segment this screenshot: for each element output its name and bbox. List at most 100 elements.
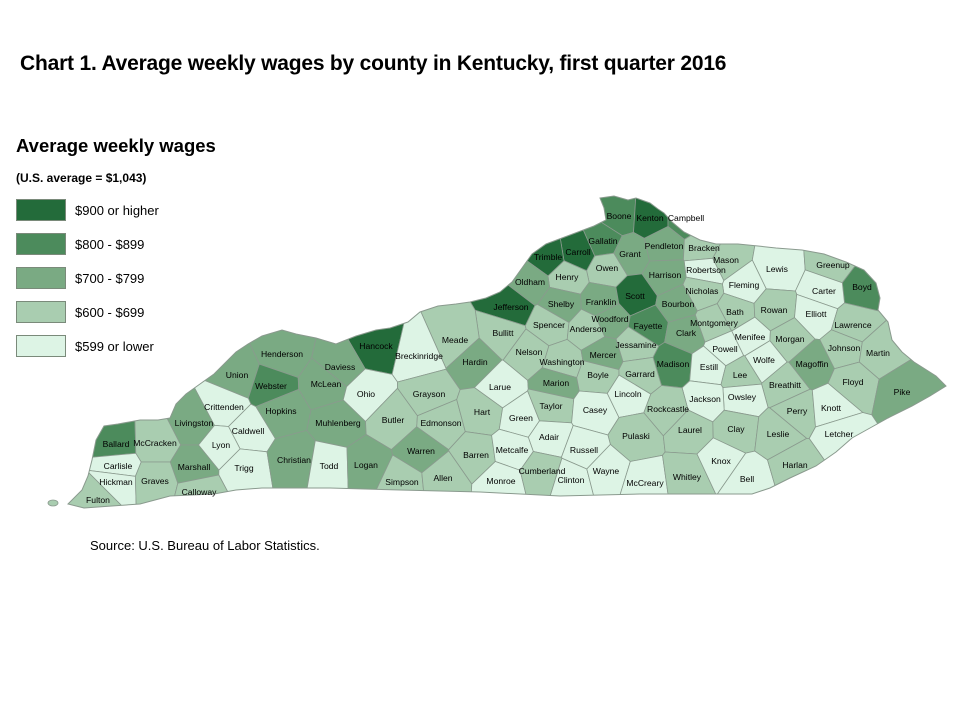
county-label-madison: Madison — [657, 359, 690, 369]
legend-swatch — [16, 335, 66, 357]
county-label-allen: Allen — [433, 473, 452, 483]
county-label-breckinridge: Breckinridge — [395, 351, 443, 361]
county-label-jackson: Jackson — [689, 394, 721, 404]
county-label-webster: Webster — [255, 381, 287, 391]
source-note: Source: U.S. Bureau of Labor Statistics. — [90, 538, 320, 553]
county-label-leslie: Leslie — [767, 429, 790, 439]
county-label-taylor: Taylor — [540, 401, 563, 411]
county-label-clinton: Clinton — [558, 475, 585, 485]
county-label-woodford: Woodford — [591, 314, 628, 324]
county-label-graves: Graves — [141, 476, 169, 486]
county-label-russell: Russell — [570, 445, 598, 455]
state-outline — [67, 195, 947, 509]
county-label-lewis: Lewis — [766, 264, 788, 274]
county-label-casey: Casey — [583, 405, 608, 415]
county-label-rockcastle: Rockcastle — [647, 404, 689, 414]
county-label-warren: Warren — [407, 446, 435, 456]
county-label-carroll: Carroll — [565, 247, 590, 257]
legend-label: $600 - $699 — [75, 304, 145, 320]
legend-item-800-899: $800 - $899 — [16, 227, 216, 261]
county-label-floyd: Floyd — [842, 377, 863, 387]
county-graves — [134, 461, 179, 508]
county-label-fulton: Fulton — [86, 495, 110, 505]
county-label-carter: Carter — [812, 286, 836, 296]
county-label-harrison: Harrison — [649, 270, 682, 280]
county-lewis — [751, 196, 806, 292]
county-label-caldwell: Caldwell — [232, 426, 265, 436]
county-label-jefferson: Jefferson — [493, 302, 528, 312]
county-label-butler: Butler — [382, 415, 405, 425]
county-label-robertson: Robertson — [686, 265, 726, 275]
county-label-ballard: Ballard — [103, 439, 130, 449]
county-label-martin: Martin — [866, 348, 890, 358]
county-label-letcher: Letcher — [825, 429, 854, 439]
county-label-powell: Powell — [712, 344, 737, 354]
county-label-carlisle: Carlisle — [104, 461, 133, 471]
county-label-larue: Larue — [489, 382, 511, 392]
county-label-mccracken: McCracken — [133, 438, 177, 448]
legend-swatch — [16, 301, 66, 323]
county-label-elliott: Elliott — [805, 309, 827, 319]
county-label-jessamine: Jessamine — [615, 340, 656, 350]
legend-label: $599 or lower — [75, 338, 154, 354]
county-label-hart: Hart — [474, 407, 491, 417]
county-label-calloway: Calloway — [182, 487, 218, 497]
legend-item-599-or-lower: $599 or lower — [16, 329, 216, 363]
county-label-simpson: Simpson — [385, 477, 419, 487]
county-label-morgan: Morgan — [775, 334, 804, 344]
county-label-clay: Clay — [727, 424, 745, 434]
county-label-fleming: Fleming — [729, 280, 760, 290]
county-label-knott: Knott — [821, 403, 842, 413]
county-label-adair: Adair — [539, 432, 559, 442]
county-label-mccreary: McCreary — [626, 478, 664, 488]
county-label-meade: Meade — [442, 335, 468, 345]
county-label-johnson: Johnson — [828, 343, 861, 353]
county-label-pendleton: Pendleton — [645, 241, 684, 251]
county-label-lincoln: Lincoln — [614, 389, 641, 399]
county-label-perry: Perry — [787, 406, 808, 416]
legend-label: $700 - $799 — [75, 270, 145, 286]
county-label-clark: Clark — [676, 328, 697, 338]
county-ballard — [68, 196, 137, 460]
county-label-knox: Knox — [711, 456, 731, 466]
county-label-franklin: Franklin — [586, 297, 617, 307]
legend-swatch — [16, 267, 66, 289]
county-labels: Boone Kenton Campbell GallatinCarrollTrimbl… — [86, 211, 911, 505]
county-label-green: Green — [509, 413, 533, 423]
county-christian — [266, 429, 316, 508]
county-boyd — [841, 196, 946, 315]
county-union — [68, 196, 260, 399]
county-label-henderson: Henderson — [261, 349, 303, 359]
county-label-bullitt: Bullitt — [492, 328, 514, 338]
county-label-crittenden: Crittenden — [204, 402, 244, 412]
county-label-oldham: Oldham — [515, 277, 545, 287]
county-label-barren: Barren — [463, 450, 489, 460]
county-label-mercer: Mercer — [590, 350, 617, 360]
county-label-kenton: Kenton — [636, 213, 663, 223]
county-label-fayette: Fayette — [634, 321, 663, 331]
county-label-edmonson: Edmonson — [420, 418, 461, 428]
county-label-estill: Estill — [700, 362, 718, 372]
county-label-daviess: Daviess — [325, 362, 356, 372]
county-label-bath: Bath — [726, 307, 744, 317]
county-label-lee: Lee — [733, 370, 748, 380]
county-label-breathitt: Breathitt — [769, 380, 802, 390]
county-label-henry: Henry — [556, 272, 580, 282]
county-label-anderson: Anderson — [570, 324, 607, 334]
county-label-grayson: Grayson — [413, 389, 446, 399]
county-label-nelson: Nelson — [516, 347, 543, 357]
county-label-gallatin: Gallatin — [588, 236, 617, 246]
county-fulton — [68, 449, 137, 508]
county-label-hardin: Hardin — [462, 357, 488, 367]
county-label-wayne: Wayne — [593, 466, 620, 476]
legend-label: $800 - $899 — [75, 236, 145, 252]
legend-subheading: (U.S. average = $1,043) — [16, 171, 147, 185]
county-label-shelby: Shelby — [548, 299, 575, 309]
county-label-monroe: Monroe — [486, 476, 515, 486]
legend-item-600-699: $600 - $699 — [16, 295, 216, 329]
county-label-campbell: Campbell — [668, 213, 704, 223]
county-label-mason: Mason — [713, 255, 739, 265]
county-label-metcalfe: Metcalfe — [496, 445, 529, 455]
county-label-rowan: Rowan — [761, 305, 788, 315]
